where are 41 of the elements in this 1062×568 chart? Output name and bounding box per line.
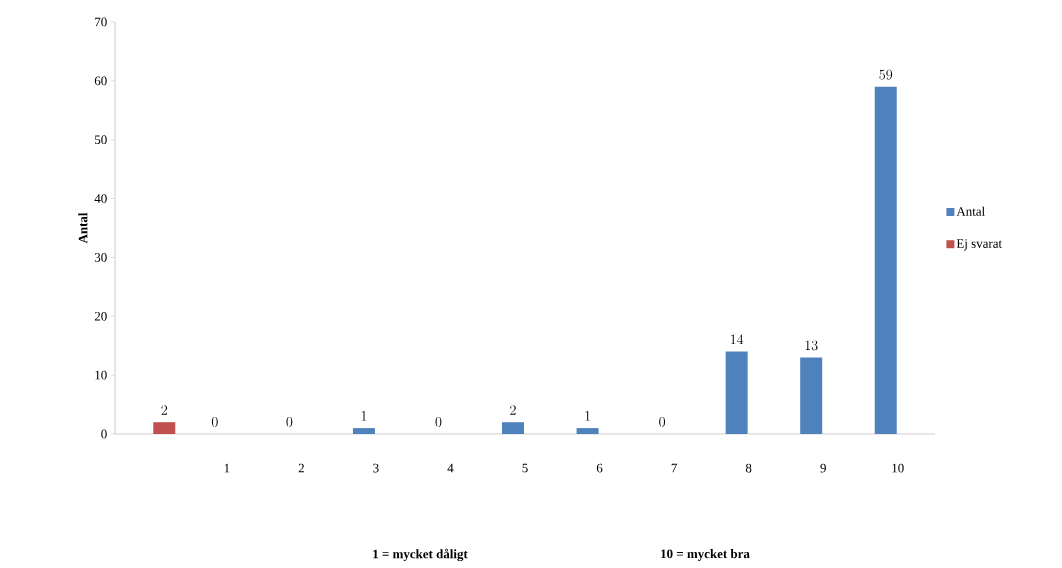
y-tick-label: 20 — [94, 311, 107, 321]
data-label: 1 — [361, 411, 367, 421]
x-tick-label: 2 — [298, 463, 304, 473]
data-label: 0 — [286, 416, 293, 427]
data-label: 13 — [805, 340, 818, 351]
bar — [153, 422, 176, 434]
y-tick-label: 70 — [95, 17, 107, 27]
bar — [576, 428, 599, 434]
data-label: 0 — [435, 416, 442, 427]
x-tick-label: 3 — [373, 463, 379, 473]
text: 1 = mycket dåligt — [373, 548, 468, 562]
x-tick-label: 9 — [820, 463, 826, 473]
x-tick-label: 8 — [745, 463, 752, 473]
bar — [874, 86, 897, 434]
y-tick-label: 10 — [95, 370, 107, 380]
data-label: 1 — [585, 411, 590, 421]
data-label: 0 — [211, 416, 218, 427]
y-tick-label: 30 — [94, 253, 107, 262]
y-tick-label: 60 — [94, 76, 107, 86]
y-tick-label: 0 — [101, 429, 107, 439]
legend-label: Antal — [956, 206, 985, 216]
bar — [800, 357, 823, 434]
x-tick-label: 1 — [224, 463, 230, 473]
x-tick-label: 10 — [892, 463, 904, 473]
x-tick-label: 5 — [522, 463, 528, 473]
data-label: 59 — [879, 69, 893, 80]
y-tick-label: 50 — [95, 135, 107, 145]
y-tick-label: 40 — [94, 194, 107, 203]
data-label: 2 — [510, 405, 516, 415]
x-tick-label: 4 — [447, 463, 454, 473]
data-label: 0 — [659, 416, 666, 427]
y-axis-title: Antal — [78, 212, 88, 244]
data-label: 2 — [161, 405, 168, 415]
legend-label: Ej svarat — [956, 239, 1002, 251]
x-tick-label: 7 — [671, 463, 677, 473]
data-label: 14 — [730, 334, 744, 345]
text: 10 = mycket bra — [661, 549, 750, 561]
bar — [725, 351, 748, 434]
bar — [502, 422, 525, 434]
x-tick-label: 6 — [596, 463, 603, 473]
bar — [352, 428, 375, 434]
